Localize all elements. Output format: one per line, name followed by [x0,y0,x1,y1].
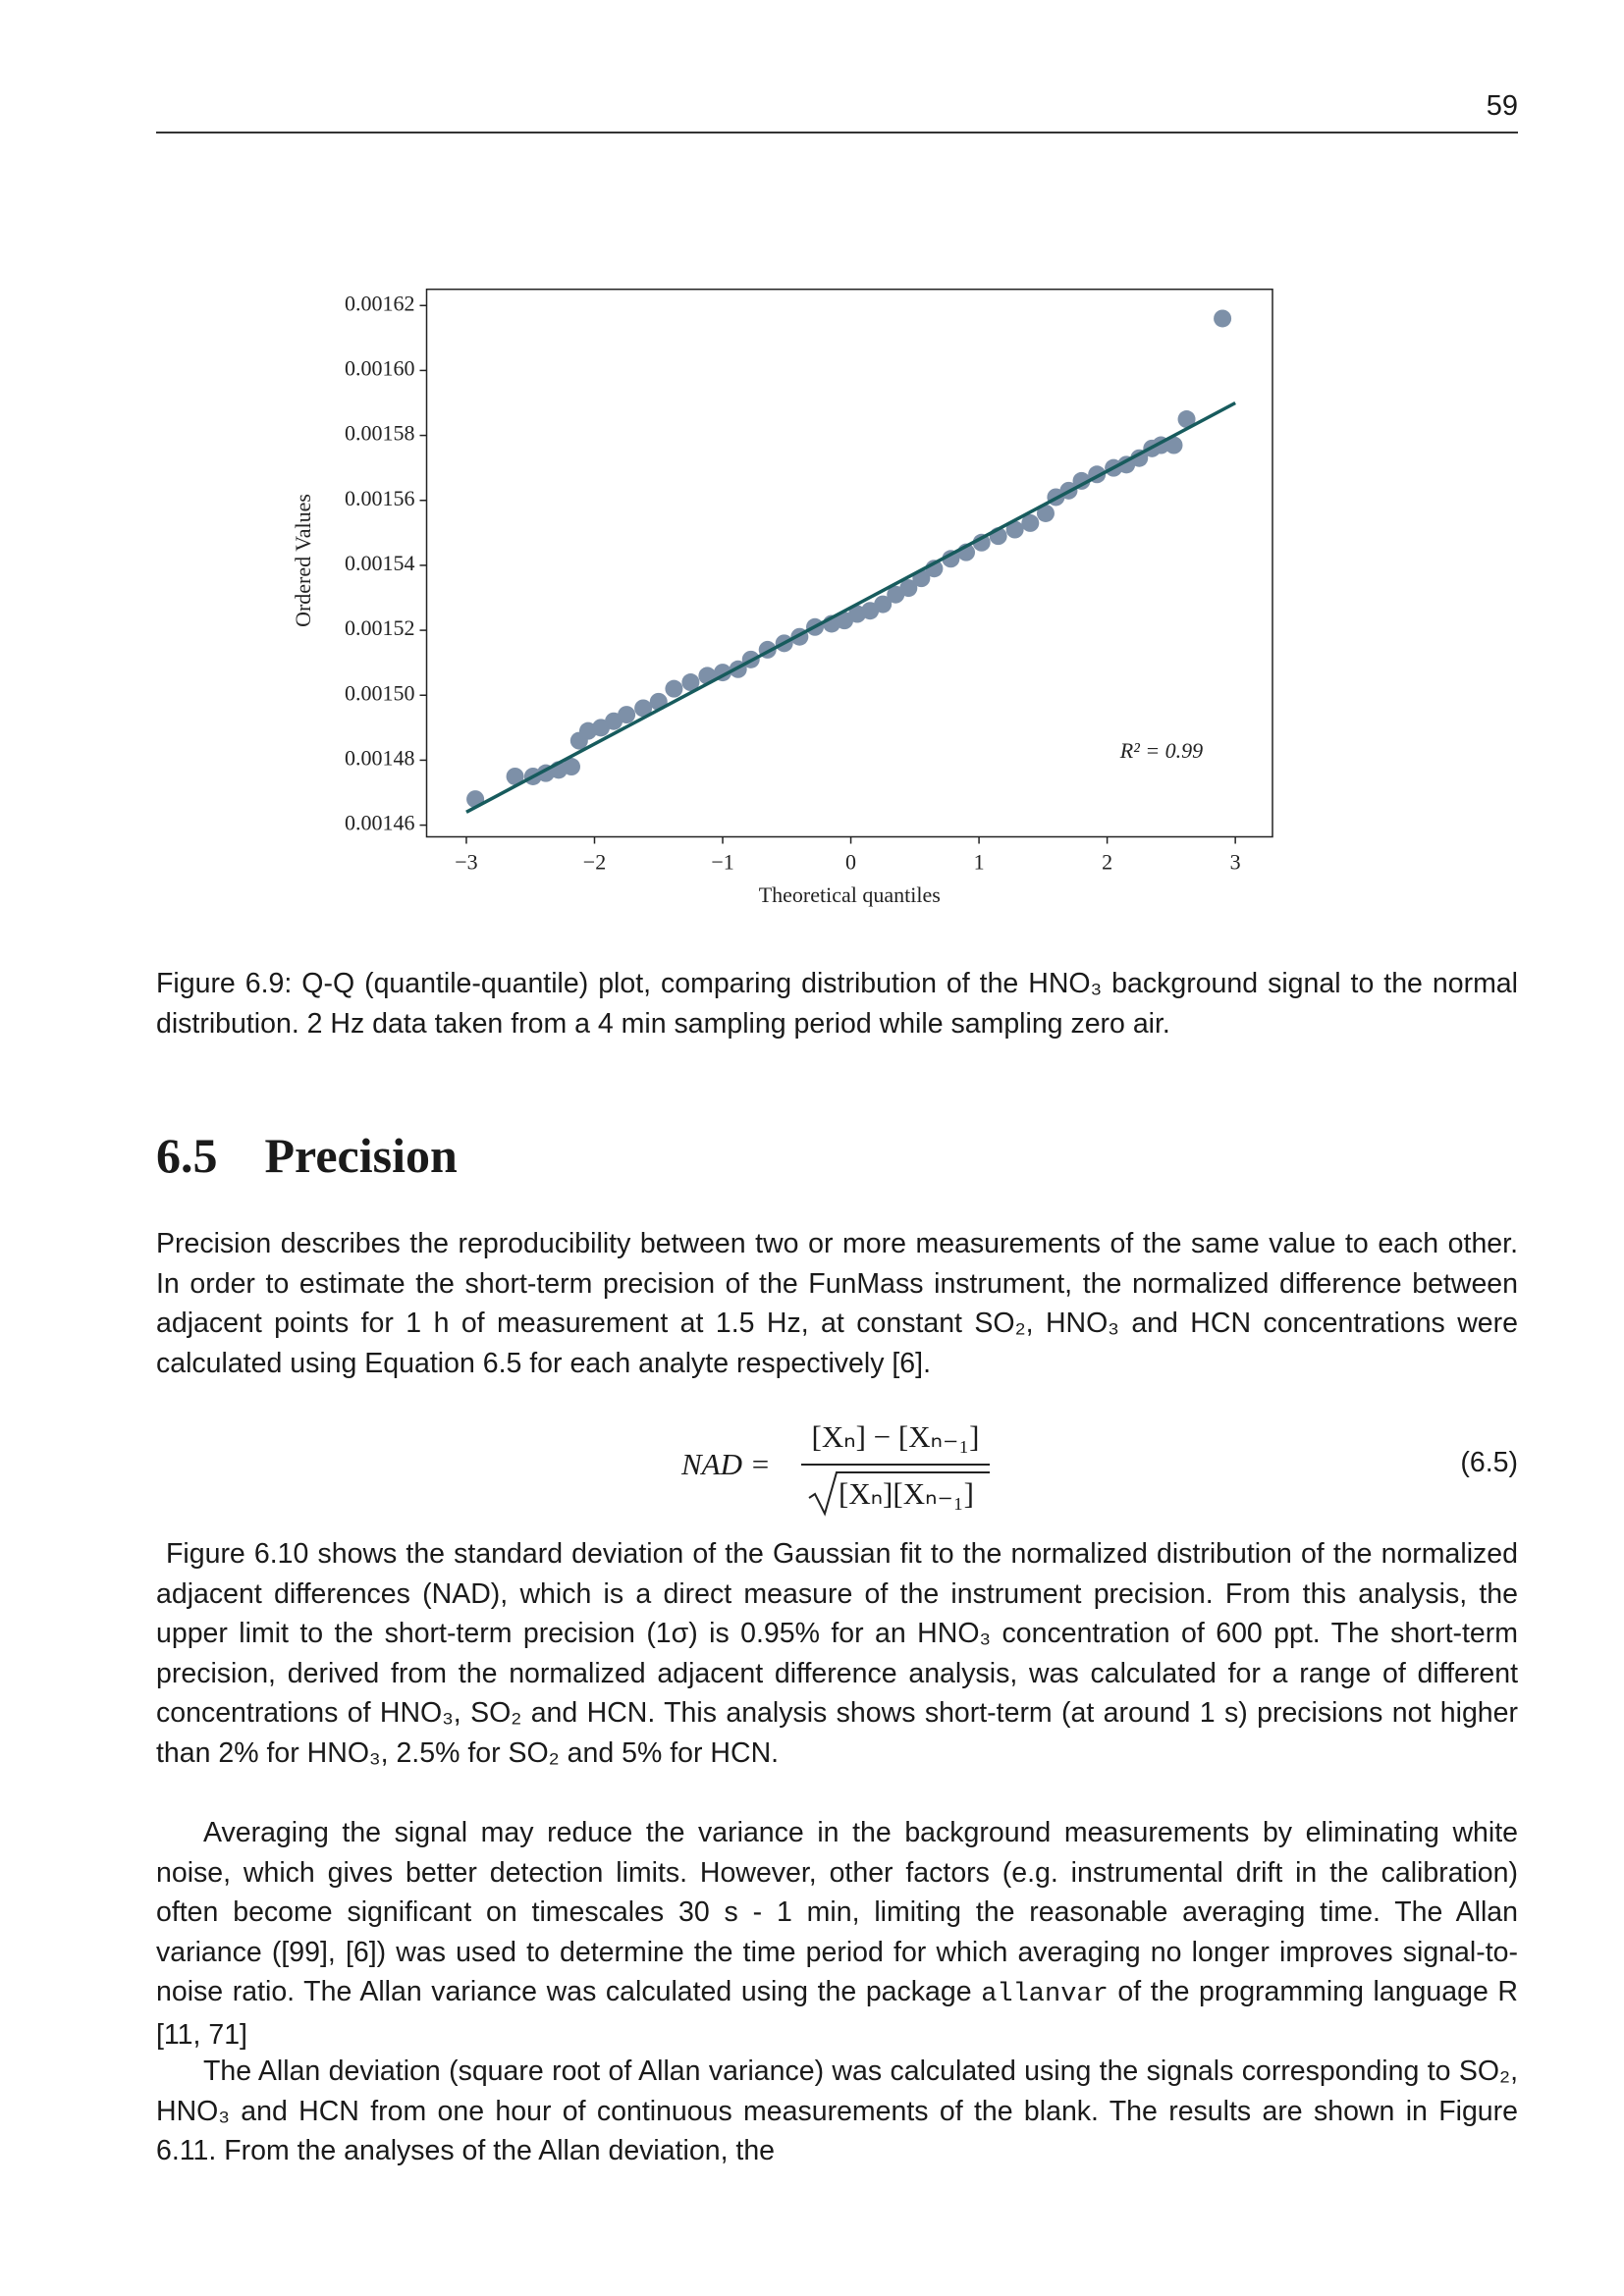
paragraph: Precision describes the reproducibility … [156,1228,1518,1379]
point [1214,309,1232,328]
annotation: R² = 0.99 [1119,738,1203,763]
point [1177,410,1196,429]
equation-number: (6.5) [1460,1447,1518,1478]
paragraph: Averaging the signal may reduce the vari… [156,1813,1518,2056]
chart: 0.00146 0.00148 0.00150 0.00152 0.00154 0.001… [291,288,1273,907]
x-tick-label: −2 [583,850,606,875]
radical-sign [808,1471,990,1517]
equation-numerator: [Xₙ] − [Xₙ₋₁] [811,1419,980,1454]
fit-line [465,400,1236,814]
y-tick-label: 0.00154 [345,551,415,575]
equation-lhs: NAD = [681,1447,771,1481]
point [634,699,653,718]
point [506,767,524,785]
point [665,679,683,698]
point [899,579,918,598]
y-tick-label: 0.00158 [345,421,415,446]
code: allanvar [981,1980,1109,2010]
y-tick-label: 0.00146 [345,811,415,835]
y-tick-label: 0.00160 [345,355,415,380]
y-axis-label: Ordered Values [291,494,315,627]
point [1036,504,1055,522]
x-tick-label: 0 [845,850,856,875]
section-heading: 6.5 Precision [156,1127,458,1184]
paragraph: The Allan deviation (square root of Alla… [156,2056,1518,2167]
y-tick-label: 0.00150 [345,680,415,705]
point [1130,449,1149,467]
section-title: Precision [264,1128,458,1183]
plot-frame [425,288,1273,838]
paragraph-text: of the programming language R [11, 71] [156,1976,1518,2051]
x-tick-label: 2 [1102,850,1112,875]
y-tick-label: 0.00152 [345,615,415,640]
point [562,758,580,776]
x-tick-label: 1 [974,850,985,875]
equation-layout [801,1464,990,1517]
y-tick-label: 0.00148 [345,745,415,770]
paragraph: Figure 6.10 shows the standard deviation… [156,1538,1518,1769]
point [874,595,893,614]
point [618,706,636,724]
section-number: 6.5 [156,1128,218,1183]
x-tick-label: −3 [455,850,477,875]
point [942,550,960,568]
y-tick-label: 0.00156 [345,486,415,510]
x-tick-label: 3 [1230,850,1241,875]
x-axis-label: Theoretical quantiles [759,882,941,907]
header-rule [156,132,1518,133]
point [1005,520,1024,539]
page-number: 59 [1486,90,1518,122]
y-tick-label: 0.00162 [345,291,415,315]
equation-denominator: [Xₙ][Xₙ₋₁] [839,1476,974,1511]
point [681,673,700,692]
x-tick-label: −1 [711,850,733,875]
paragraph-text: Averaging the signal may reduce the vari… [156,1817,1518,2008]
point [1021,513,1040,532]
point [972,533,991,552]
caption: Figure 6.9: Q-Q (quantile-quantile) plot… [156,968,1518,1040]
point [1164,436,1183,454]
